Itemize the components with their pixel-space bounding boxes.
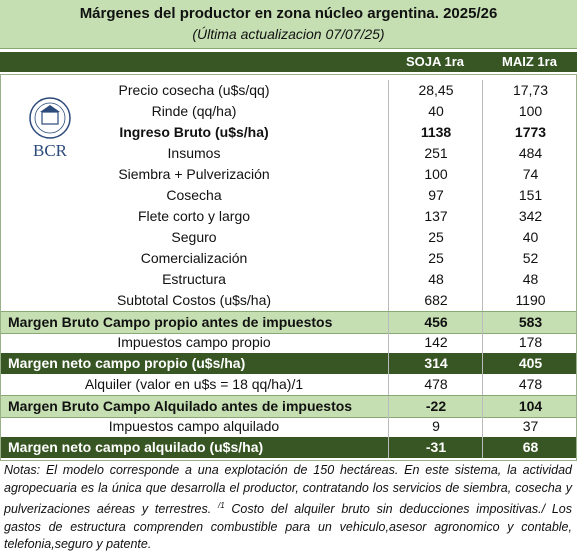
- cell-value: 1773: [482, 122, 577, 143]
- cell-value: 68: [482, 437, 577, 458]
- row-label: Impuestos campo alquilado: [108, 418, 280, 434]
- row-label: Subtotal Costos (u$s/ha): [116, 292, 272, 308]
- table-row: Impuestos campo alquilado 9 37: [0, 416, 577, 437]
- cell-value: 100: [388, 164, 483, 185]
- row-label: Ingreso Bruto (u$s/ha): [119, 124, 269, 140]
- cell-value: 484: [482, 143, 577, 164]
- table-row: Margen Bruto Campo propio antes de impue…: [0, 311, 577, 334]
- cell-value: 251: [388, 143, 483, 164]
- cell-value: 9: [388, 416, 483, 437]
- row-label: Impuestos campo propio: [117, 334, 271, 350]
- cell-value: 48: [388, 269, 483, 290]
- table-row: Rinde (qq/ha) 40 100: [0, 101, 577, 122]
- cell-value: 456: [388, 312, 483, 333]
- column-label: SOJA 1ra: [405, 54, 465, 69]
- table-row: Cosecha 97 151: [0, 185, 577, 206]
- header: Márgenes del productor en zona núcleo ar…: [0, 0, 577, 49]
- cell-value: 682: [388, 290, 483, 311]
- table-row: Seguro 25 40: [0, 227, 577, 248]
- cell-value: 151: [482, 185, 577, 206]
- row-label: Cosecha: [166, 187, 222, 203]
- cell-value: 100: [482, 101, 577, 122]
- table-row: Precio cosecha (u$s/qq) 28,45 17,73: [0, 80, 577, 101]
- row-label: Alquiler (valor en u$s = 18 qq/ha)/1: [84, 376, 304, 392]
- cell-value: 48: [482, 269, 577, 290]
- cell-value: 314: [388, 353, 483, 374]
- table-row: Ingreso Bruto (u$s/ha) 1138 1773: [0, 122, 577, 143]
- cell-value: -22: [388, 396, 483, 417]
- logo-ring: [29, 97, 71, 139]
- logo-emblem: [41, 111, 59, 125]
- subtitle: (Última actualizacion 07/07/25): [192, 26, 385, 42]
- logo-text: BCR: [33, 141, 68, 160]
- cell-value: 28,45: [388, 80, 483, 101]
- table-row: Comercialización 25 52: [0, 248, 577, 269]
- row-label: Margen Bruto Campo Alquilado antes de im…: [8, 398, 353, 414]
- table-row: Flete corto y largo 137 342: [0, 206, 577, 227]
- cell-value: 1190: [482, 290, 577, 311]
- table-row: Subtotal Costos (u$s/ha) 682 1190: [0, 290, 577, 311]
- table-row: Insumos 251 484: [0, 143, 577, 164]
- table-row: Alquiler (valor en u$s = 18 qq/ha)/1 478 4…: [0, 374, 577, 395]
- table-row: Impuestos campo propio 142 178: [0, 332, 577, 353]
- cell-value: 40: [388, 101, 483, 122]
- row-label: Rinde (qq/ha): [151, 103, 237, 119]
- cell-value: 97: [388, 185, 483, 206]
- row-label: Comercialización: [140, 250, 248, 266]
- cell-value: 342: [482, 206, 577, 227]
- table-row: Margen neto campo propio (u$s/ha) 314 405: [0, 353, 577, 374]
- row-label: Siembra + Pulverización: [118, 166, 270, 182]
- title: Márgenes del productor en zona núcleo ar…: [79, 5, 498, 22]
- table-row: Margen neto campo alquilado (u$s/ha) -31 6…: [0, 437, 577, 458]
- cell-value: 25: [388, 227, 483, 248]
- cell-value: 583: [482, 312, 577, 333]
- logo-emblem: [40, 105, 60, 112]
- cell-value: 52: [482, 248, 577, 269]
- row-label: Margen neto campo alquilado (u$s/ha): [8, 439, 264, 455]
- table-row: Margen Bruto Campo Alquilado antes de im…: [0, 395, 577, 418]
- cell-value: 178: [482, 332, 577, 353]
- row-label: Margen neto campo propio (u$s/ha): [8, 355, 246, 371]
- note-ref: /1: [217, 501, 225, 510]
- column-header: SOJA 1ra MAIZ 1ra: [0, 52, 577, 72]
- cell-value: 142: [388, 332, 483, 353]
- cell-value: 1138: [388, 122, 483, 143]
- note-text: Costo del alquiler bruto sin deducciones…: [4, 502, 572, 552]
- cell-value: 478: [482, 374, 577, 395]
- row-label: Precio cosecha (u$s/qq): [118, 82, 270, 98]
- cell-value: 37: [482, 416, 577, 437]
- row-label: Flete corto y largo: [137, 208, 251, 224]
- cell-value: 104: [482, 396, 577, 417]
- cell-value: -31: [388, 437, 483, 458]
- notes: Notas: El modelo corresponde a una explo…: [4, 462, 572, 552]
- cell-value: 405: [482, 353, 577, 374]
- note-text: Notas: El modelo corresponde a una explo…: [4, 463, 572, 517]
- row-label: Insumos: [167, 145, 221, 161]
- logo: BCR: [29, 97, 71, 160]
- cell-value: 137: [388, 206, 483, 227]
- cell-value: 17,73: [482, 80, 577, 101]
- cell-value: 40: [482, 227, 577, 248]
- column-label: MAIZ 1ra: [502, 54, 557, 69]
- logo-ring: [34, 102, 66, 134]
- row-label: Margen Bruto Campo propio antes de impue…: [8, 314, 333, 330]
- cell-value: 478: [388, 374, 483, 395]
- row-label: Estructura: [162, 271, 226, 287]
- cell-value: 74: [482, 164, 577, 185]
- cell-value: 25: [388, 248, 483, 269]
- row-label: Seguro: [171, 229, 217, 245]
- table-row: Estructura 48 48: [0, 269, 577, 290]
- table-row: Siembra + Pulverización 100 74: [0, 164, 577, 185]
